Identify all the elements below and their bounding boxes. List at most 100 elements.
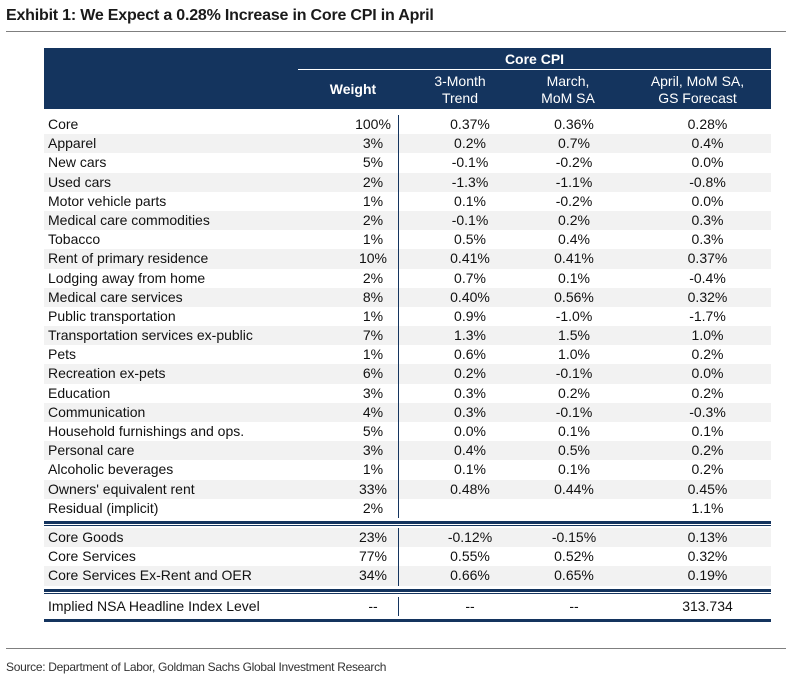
march-cell: 0.2% xyxy=(558,211,590,228)
trend-cell: 0.7% xyxy=(454,269,486,286)
table-row: Owners' equivalent rent 33% 0.48% 0.44% 0.45… xyxy=(44,479,771,499)
table-row: New cars 5% -0.1% -0.2% 0.0% xyxy=(44,153,771,172)
forecast-cell: 0.0% xyxy=(691,192,724,209)
table-row: Medical care services 8% 0.40% 0.56% 0.32% xyxy=(44,287,771,307)
trend-cell: 1.3% xyxy=(454,327,486,344)
march-cell: 0.7% xyxy=(558,135,590,152)
trend-cell: 0.9% xyxy=(454,307,486,324)
weight-cell: 2% xyxy=(362,269,384,286)
forecast-cell: 0.19% xyxy=(687,567,728,584)
march-cell: -0.1% xyxy=(555,403,593,420)
weight-cell: -- xyxy=(368,597,378,614)
trend-cell: 0.37% xyxy=(450,116,490,132)
trend-cell: -0.12% xyxy=(447,528,493,545)
march-cell: -0.2% xyxy=(555,154,593,171)
section-divider xyxy=(44,588,771,592)
forecast-cell: 1.1% xyxy=(691,499,724,516)
forecast-cell: 0.45% xyxy=(687,480,728,497)
row-label: Recreation ex-pets xyxy=(48,365,166,382)
march-cell: 0.5% xyxy=(558,442,590,459)
row-label: Residual (implicit) xyxy=(48,499,159,516)
row-label: Transportation services ex-public xyxy=(48,327,253,344)
march-cell: 0.56% xyxy=(554,288,594,305)
weight-cell: 1% xyxy=(362,461,384,478)
table-bottom-rule xyxy=(44,618,771,622)
forecast-cell: 0.4% xyxy=(691,135,724,152)
weight-cell: 100% xyxy=(355,116,391,132)
forecast-cell: 0.2% xyxy=(691,384,724,401)
weight-cell: 1% xyxy=(362,346,384,363)
header-april-gs-forecast: April, MoM SA, GS Forecast xyxy=(650,72,745,106)
march-cell: 0.44% xyxy=(554,480,594,497)
table-row: Core Services Ex-Rent and OER 34% 0.66% 0.6… xyxy=(44,566,771,586)
forecast-cell: 0.3% xyxy=(691,231,724,248)
trend-cell: 0.48% xyxy=(450,480,490,497)
forecast-cell: 0.37% xyxy=(687,250,728,267)
weight-cell: 34% xyxy=(358,567,388,584)
forecast-cell: 0.3% xyxy=(691,211,724,228)
weight-cell: 2% xyxy=(362,173,384,190)
march-cell: 0.41% xyxy=(554,250,594,267)
row-label: Medical care services xyxy=(48,288,183,305)
exhibit-title: Exhibit 1: We Expect a 0.28% Increase in… xyxy=(6,7,434,24)
header-group-divider xyxy=(298,69,771,70)
table-row: Used cars 2% -1.3% -1.1% -0.8% xyxy=(44,172,771,192)
march-cell: 0.36% xyxy=(554,116,594,132)
weight-cell: 7% xyxy=(362,327,384,344)
weight-cell: 8% xyxy=(362,288,384,305)
forecast-cell: 1.0% xyxy=(691,327,724,344)
table-row: Transportation services ex-public 7% 1.3% 1… xyxy=(44,326,771,346)
table-row: Residual (implicit) 2% 1.1% xyxy=(44,499,771,518)
forecast-cell: 0.0% xyxy=(691,365,724,382)
row-label: Alcoholic beverages xyxy=(48,461,174,478)
weight-cell: 4% xyxy=(362,403,384,420)
trend-cell: 0.3% xyxy=(454,403,486,420)
row-label: Personal care xyxy=(48,442,135,459)
weight-cell: 2% xyxy=(362,211,384,228)
trend-cell: 0.5% xyxy=(454,231,486,248)
march-cell: -0.2% xyxy=(555,192,593,209)
trend-cell: 0.6% xyxy=(454,346,486,363)
row-label: Core xyxy=(48,116,79,132)
row-label: Used cars xyxy=(48,173,112,190)
table-row: Motor vehicle parts 1% 0.1% -0.2% 0.0% xyxy=(44,192,771,211)
table-row: Tobacco 1% 0.5% 0.4% 0.3% xyxy=(44,230,771,249)
forecast-cell: -0.3% xyxy=(689,403,726,420)
table-row: Rent of primary residence 10% 0.41% 0.41% 0.… xyxy=(44,249,771,269)
march-cell: 0.1% xyxy=(558,461,590,478)
forecast-cell: 0.28% xyxy=(687,116,728,132)
march-cell: -0.15% xyxy=(551,528,597,545)
table-row: Public transportation 1% 0.9% -1.0% -1.7% xyxy=(44,307,771,326)
trend-cell: 0.55% xyxy=(450,548,490,565)
table-row: Personal care 3% 0.4% 0.5% 0.2% xyxy=(44,441,771,461)
column-separator xyxy=(398,115,399,519)
row-label: Core Services Ex-Rent and OER xyxy=(48,567,252,584)
column-separator xyxy=(398,596,399,616)
table-body: Core 100% 0.37% 0.36% 0.28% Apparel 3% 0.2% 0.7%… xyxy=(44,115,771,622)
march-cell: 1.0% xyxy=(558,346,590,363)
trend-cell: 0.2% xyxy=(454,135,486,152)
table-row: Recreation ex-pets 6% 0.2% -0.1% 0.0% xyxy=(44,364,771,384)
trend-cell: -- xyxy=(465,597,475,614)
header-3-month-trend: 3-Month Trend xyxy=(434,72,486,106)
table-row: Lodging away from home 2% 0.7% 0.1% -0.4% xyxy=(44,269,771,288)
row-label: Apparel xyxy=(48,135,97,152)
table-row: Core Services 77% 0.55% 0.52% 0.32% xyxy=(44,547,771,566)
weight-cell: 5% xyxy=(362,154,384,171)
table-row: Medical care commodities 2% -0.1% 0.2% 0.3% xyxy=(44,210,771,231)
march-cell: -- xyxy=(569,597,579,614)
row-label: Pets xyxy=(48,346,77,363)
section-divider-thin xyxy=(44,592,771,594)
weight-cell: 33% xyxy=(358,480,388,497)
headline-row: Implied NSA Headline Index Level -- -- -- 31… xyxy=(44,597,771,616)
march-cell: 0.1% xyxy=(558,423,590,439)
forecast-cell: 313.734 xyxy=(682,597,733,614)
weight-cell: 5% xyxy=(362,423,384,439)
weight-cell: 3% xyxy=(362,135,384,152)
row-label: Household furnishings and ops. xyxy=(48,423,245,439)
forecast-cell: 0.32% xyxy=(687,548,728,565)
row-label: Motor vehicle parts xyxy=(48,192,167,209)
trend-cell: 0.1% xyxy=(454,192,486,209)
trend-cell: 0.4% xyxy=(454,442,486,459)
table-row: Household furnishings and ops. 5% 0.0% 0.1%… xyxy=(44,422,771,441)
